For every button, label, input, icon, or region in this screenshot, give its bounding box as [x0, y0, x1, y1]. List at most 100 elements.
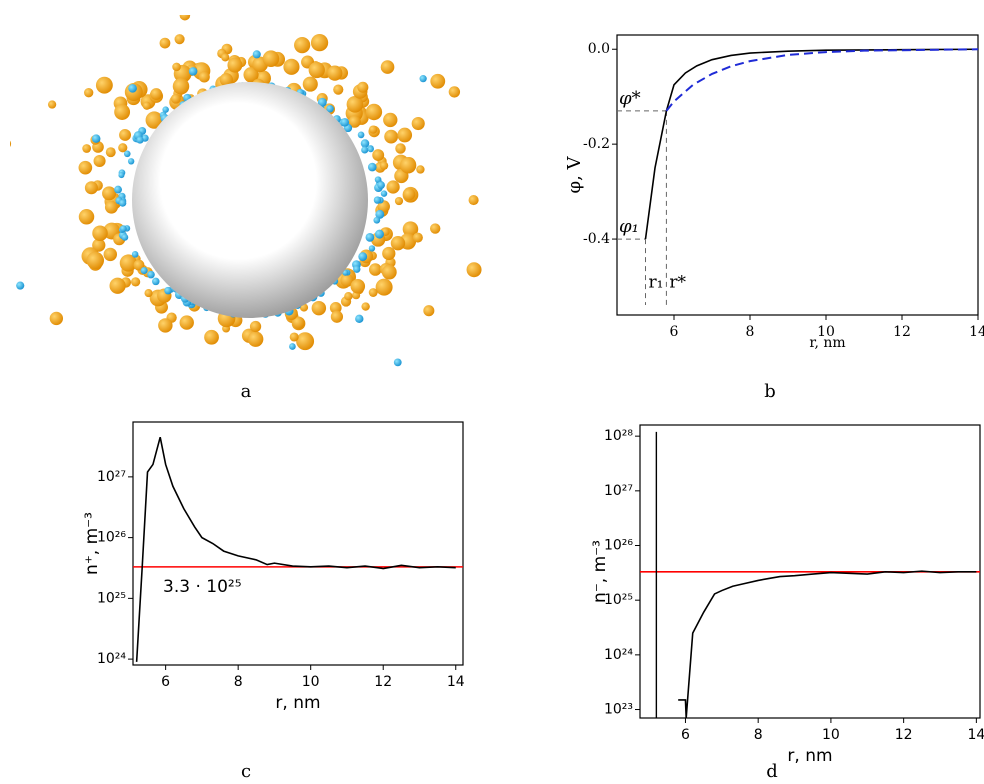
x-tick-label: 14	[967, 727, 984, 743]
y-tick-label: -0.4	[583, 231, 610, 247]
ion	[430, 73, 446, 89]
ion	[144, 289, 153, 298]
ion	[394, 196, 404, 206]
ion	[84, 181, 98, 195]
ion	[379, 161, 389, 170]
ion	[367, 162, 377, 172]
y-tick-label: 0.0	[588, 41, 610, 57]
ion	[380, 190, 388, 197]
x-tick-label: 6	[670, 324, 679, 340]
ion	[283, 58, 300, 75]
ion	[503, 113, 517, 127]
ion	[109, 277, 126, 294]
y-axis-label: n⁺, m⁻³	[82, 512, 102, 575]
ion	[119, 225, 127, 233]
ion	[105, 147, 116, 158]
ion	[355, 314, 364, 324]
series-line	[678, 570, 977, 718]
plot-area	[133, 436, 463, 662]
ion	[390, 236, 406, 251]
ion	[412, 232, 423, 243]
y-axis-label: n⁻, m⁻³	[590, 540, 610, 603]
ion	[294, 37, 311, 54]
ion	[159, 37, 171, 49]
ion	[375, 209, 385, 219]
ion	[102, 186, 117, 201]
y-tick-label: 10²⁵	[97, 590, 126, 606]
ion	[93, 154, 106, 168]
ion	[329, 302, 342, 314]
panel-label: c	[241, 761, 251, 782]
ion	[78, 160, 93, 175]
ion	[333, 84, 344, 95]
simulation-image	[0, 8, 517, 500]
chart: 6 8 10 12 14 10²⁴ 10²⁵ 10²⁶ 10²⁷ r, nm n⁺, m⁻³ c 3.3…	[82, 421, 465, 782]
ion	[361, 146, 369, 154]
ion	[123, 150, 131, 158]
ion	[246, 476, 257, 487]
ion	[162, 106, 169, 113]
ion	[152, 277, 160, 286]
x-tick-label: 8	[746, 324, 755, 340]
ion	[350, 278, 366, 294]
ion	[204, 329, 219, 345]
ion	[119, 129, 132, 141]
ion	[82, 144, 92, 153]
ion	[358, 252, 368, 261]
ion	[317, 97, 327, 107]
x-tick-label: 12	[895, 727, 913, 743]
x-axis-label: r, nm	[275, 693, 320, 713]
ion	[348, 414, 363, 429]
ion	[377, 181, 385, 189]
ion	[395, 143, 406, 154]
ion	[416, 165, 425, 174]
ion	[127, 158, 135, 165]
ion	[44, 400, 61, 417]
ion	[308, 61, 325, 79]
ion	[103, 247, 117, 262]
x-tick-label: 8	[234, 674, 243, 690]
panel-label: b	[764, 381, 776, 402]
ion	[340, 117, 350, 127]
ion	[353, 265, 361, 273]
ion	[382, 246, 396, 261]
ion	[448, 86, 461, 98]
ion	[430, 223, 441, 234]
x-tick-label: 10	[302, 674, 320, 690]
ion	[262, 50, 280, 67]
ion	[383, 112, 398, 128]
ion	[0, 8, 7, 17]
ion	[372, 149, 385, 162]
ion	[78, 209, 95, 225]
y-tick-label: 10²⁶	[604, 538, 633, 554]
ion	[92, 238, 106, 252]
ion	[289, 343, 296, 350]
x-axis-label: r, nm	[809, 335, 845, 351]
y-tick-label: 10²⁷	[604, 483, 633, 499]
ion	[47, 100, 57, 109]
ion	[174, 34, 185, 45]
ion	[172, 78, 190, 95]
ion	[310, 34, 329, 52]
ion	[145, 111, 163, 129]
ion	[121, 233, 129, 241]
ion	[374, 176, 382, 183]
y-tick-label: 10²⁴	[97, 651, 126, 667]
ion	[360, 139, 370, 148]
ion	[86, 251, 105, 270]
ion	[16, 281, 25, 290]
ion	[335, 491, 344, 500]
ion	[369, 263, 382, 276]
ion	[340, 273, 354, 287]
x-tick-label: 14	[969, 324, 984, 340]
ion	[130, 277, 141, 287]
ion	[302, 76, 318, 92]
ion	[243, 67, 259, 83]
ion	[310, 378, 320, 388]
ion	[136, 136, 144, 144]
ion	[289, 332, 299, 342]
ion	[386, 180, 400, 194]
ion	[92, 225, 108, 242]
ion	[49, 311, 64, 326]
ion	[221, 53, 230, 62]
